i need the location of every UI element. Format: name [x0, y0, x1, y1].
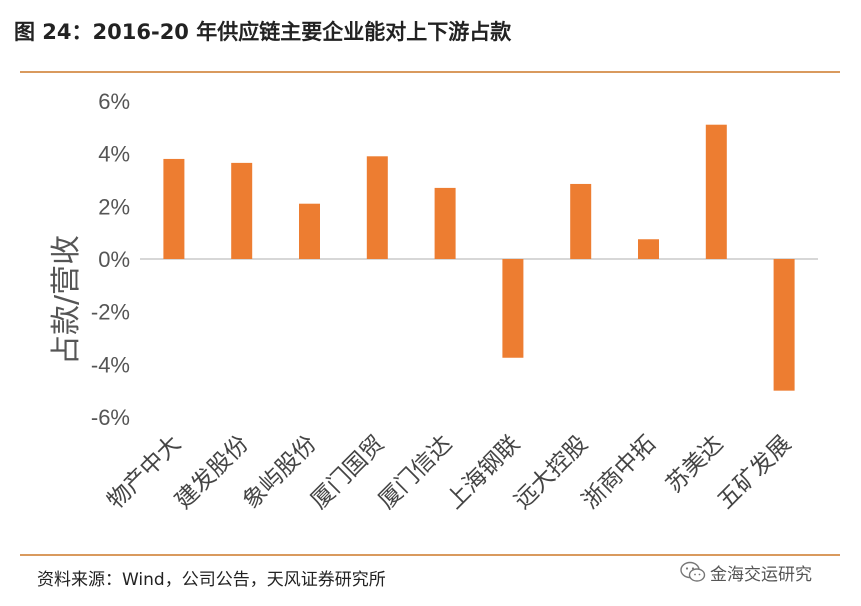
- y-tick-label: 6%: [98, 89, 130, 114]
- bar-chart: 占款/营收 6% 4% 2% 0% -2% -4% -6% 物产中大建发股份象屿股份厦门国贸…: [49, 89, 818, 514]
- bar: [299, 203, 320, 259]
- bar: [231, 162, 253, 259]
- y-tick-label: 0%: [98, 247, 130, 272]
- y-tick-label: -4%: [91, 352, 130, 377]
- watermark-text: 金海交运研究: [710, 564, 812, 585]
- bar: [502, 259, 524, 358]
- title-divider: [20, 71, 840, 73]
- y-tick-label: 2%: [98, 194, 130, 219]
- x-tick-label: 远大控股: [510, 431, 593, 514]
- y-tick-label: 4%: [98, 142, 130, 167]
- x-tick-label: 五矿发展: [713, 431, 796, 514]
- figure-title: 图 24：2016-20 年供应链主要企业能对上下游占款: [14, 20, 512, 44]
- x-tick-label: 浙商中拓: [577, 431, 660, 514]
- y-axis-ticks: 6% 4% 2% 0% -2% -4% -6%: [91, 89, 130, 430]
- bar: [434, 187, 456, 259]
- source-note: 资料来源：Wind，公司公告，天风证券研究所: [37, 570, 386, 590]
- bar: [773, 259, 795, 391]
- bar: [366, 156, 388, 259]
- watermark: 金海交运研究: [680, 559, 812, 585]
- x-tick-label: 厦门信达: [374, 431, 457, 514]
- bar: [638, 239, 659, 259]
- x-tick-label: 厦门国贸: [306, 431, 389, 514]
- x-tick-label: 建发股份: [171, 431, 254, 514]
- y-tick-label: -2%: [91, 300, 130, 325]
- bar: [163, 158, 185, 259]
- x-tick-label: 苏美达: [661, 431, 728, 498]
- bars: [163, 124, 795, 391]
- bar: [705, 124, 727, 259]
- x-tick-label: 物产中大: [103, 431, 186, 514]
- bar: [570, 183, 592, 259]
- footer-divider: [20, 554, 840, 556]
- y-axis-label: 占款/营收: [49, 235, 84, 365]
- wechat-icon: [680, 561, 706, 582]
- y-tick-label: -6%: [91, 405, 130, 430]
- x-tick-label: 象屿股份: [238, 431, 321, 514]
- x-tick-label: 上海钢联: [442, 431, 525, 514]
